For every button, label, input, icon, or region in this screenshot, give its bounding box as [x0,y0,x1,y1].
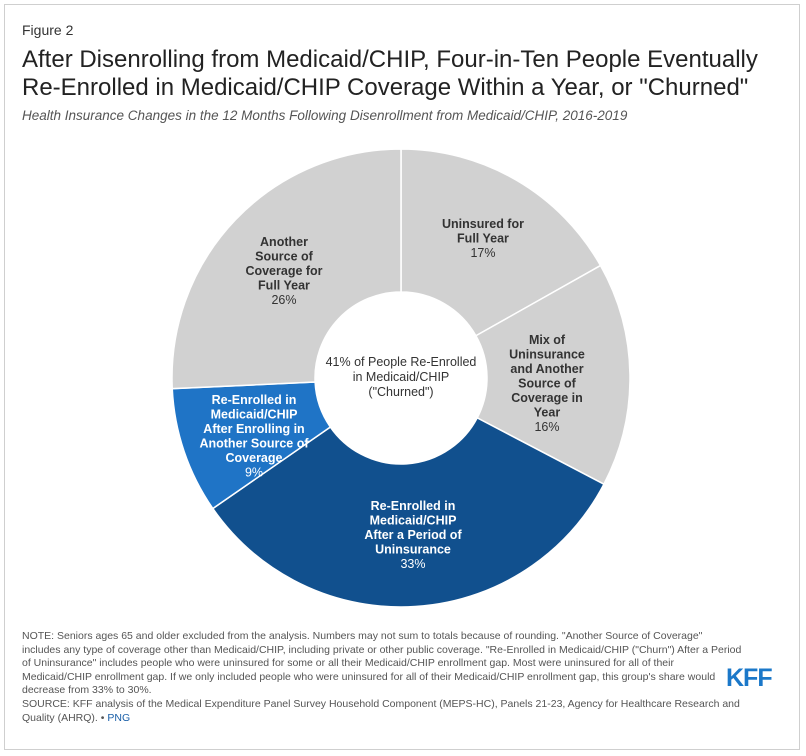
source-label: SOURCE: KFF analysis of the Medical Expe… [22,697,740,724]
source-text: SOURCE: KFF analysis of the Medical Expe… [22,698,742,725]
donut-slice [474,264,631,486]
slice-value-label: 26% [271,293,296,307]
footnote: NOTE: Seniors ages 65 and older excluded… [22,630,742,725]
slice-value-label: 33% [400,557,425,571]
chart-subtitle: Health Insurance Changes in the 12 Month… [22,108,628,123]
slice-label: Another Source of Coverage for Full Year 26% [245,235,322,307]
figure-label: Figure 2 [22,22,74,38]
center-label: 41% of People Re-Enrolled in Medicaid/CHI… [326,355,477,399]
donut-slice [211,416,605,608]
kff-logo: KFF [726,664,773,692]
donut-slice [171,148,402,390]
donut-slice [400,148,602,337]
slice-value-label: 17% [470,246,495,260]
slice-label: Uninsured for Full Year 17% [442,217,524,260]
chart-title: After Disenrolling from Medicaid/CHIP, F… [22,46,758,101]
slice-label: Re-Enrolled in Medicaid/CHIP After Enrolli… [199,393,309,480]
note-text: NOTE: Seniors ages 65 and older excluded… [22,630,742,697]
slice-value-label: 16% [534,420,559,434]
slice-label: Re-Enrolled in Medicaid/CHIP After a Perio… [364,499,462,571]
slice-label: Mix of Uninsurance and Another Source of Cov… [509,333,585,434]
donut-chart: Uninsured for Full Year 17% Mix of Uninsuran… [171,148,631,608]
slice-value-label: 9% [245,466,263,480]
png-link[interactable]: PNG [107,711,131,724]
figure-frame [4,4,800,750]
